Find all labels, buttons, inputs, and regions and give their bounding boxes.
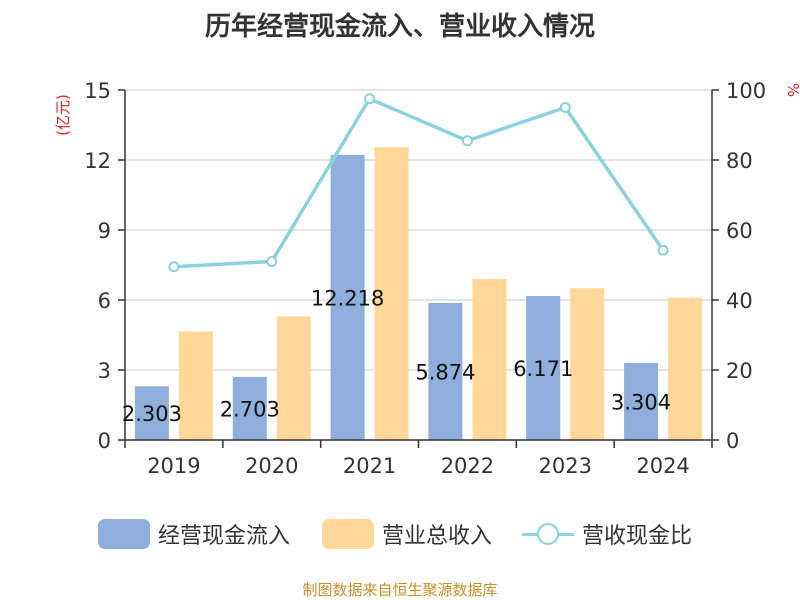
legend: 经营现金流入 营业总收入 营收现金比 [0,516,800,556]
ratio-point-2023 [559,102,571,113]
y-left-axis-label: (亿元) [54,94,72,136]
chart-plot: 0 3 6 9 12 15 0 20 40 60 80 100 (亿元)% 2019 2020 2021 202… [54,79,800,478]
ratio-point-2024 [657,244,669,256]
y-left-tick-label: 15 [84,79,111,103]
legend-item-cash-inflow[interactable]: 经营现金流入 [98,516,290,552]
y-left-tick-label: 3 [98,359,111,383]
legend-label-cash-inflow: 经营现金流入 [158,524,291,549]
legend-item-revenue[interactable]: 营业总收入 [322,516,492,552]
x-tick-label: 2023 [539,454,592,478]
data-label-cash-inflow: 3.304 [611,390,671,414]
x-tick-label: 2021 [343,454,396,478]
y-right-tick-label: 60 [726,219,753,243]
y-left-tick-label: 6 [98,289,111,313]
x-tick-label: 2019 [147,454,200,478]
y-right-tick-label: 100 [726,79,766,103]
bar-cash-inflow-2020 [232,376,267,440]
y-left-tick-label: 9 [98,219,111,243]
legend-swatch-revenue [322,519,374,549]
bar-revenue-2019 [178,331,213,440]
bar-revenue-2020 [276,316,311,440]
y-right-axis-label: % [784,83,800,97]
bar-cash-inflow-2023 [526,296,561,440]
bar-revenue-2021 [374,147,409,440]
data-label-cash-inflow: 12.218 [311,286,384,310]
bar-revenue-2024 [668,297,703,440]
x-tick-label: 2024 [636,454,689,478]
y-left-tick-label: 0 [98,429,111,453]
ratio-point-2022 [461,135,473,147]
chart-title: 历年经营现金流入、营业收入情况 [204,12,595,42]
y-left-tick-label: 12 [84,149,111,173]
x-tick-label: 2022 [441,454,494,478]
bar-cash-inflow-2019 [134,386,169,440]
x-tick-label: 2020 [245,454,298,478]
ratio-point-2019 [168,261,180,273]
ratio-point-2020 [266,256,278,267]
bar-cash-inflow-2021 [330,154,365,440]
bar-revenue-2023 [570,288,605,440]
legend-label-ratio: 营收现金比 [582,524,693,549]
bar-cash-inflow-2024 [624,362,659,440]
ratio-point-2021 [364,93,376,105]
y-right-tick-label: 0 [726,429,739,453]
data-label-cash-inflow: 2.303 [122,402,182,426]
legend-label-revenue: 营业总收入 [382,524,493,549]
bar-revenue-2022 [472,279,507,440]
y-right-tick-label: 40 [726,289,753,313]
data-label-cash-inflow: 2.703 [220,397,280,421]
bar-cash-inflow-2022 [428,302,463,440]
legend-swatch-ratio [522,519,574,549]
source-note: 制图数据来自恒生聚源数据库 [302,581,498,599]
data-label-cash-inflow: 5.874 [415,360,475,384]
legend-swatch-cash-inflow [98,519,150,549]
y-right-tick-label: 80 [726,149,753,173]
data-label-cash-inflow: 6.171 [513,357,573,381]
legend-item-ratio[interactable]: 营收现金比 [522,516,692,552]
ratio-line [173,97,665,269]
y-right-tick-label: 20 [726,359,753,383]
